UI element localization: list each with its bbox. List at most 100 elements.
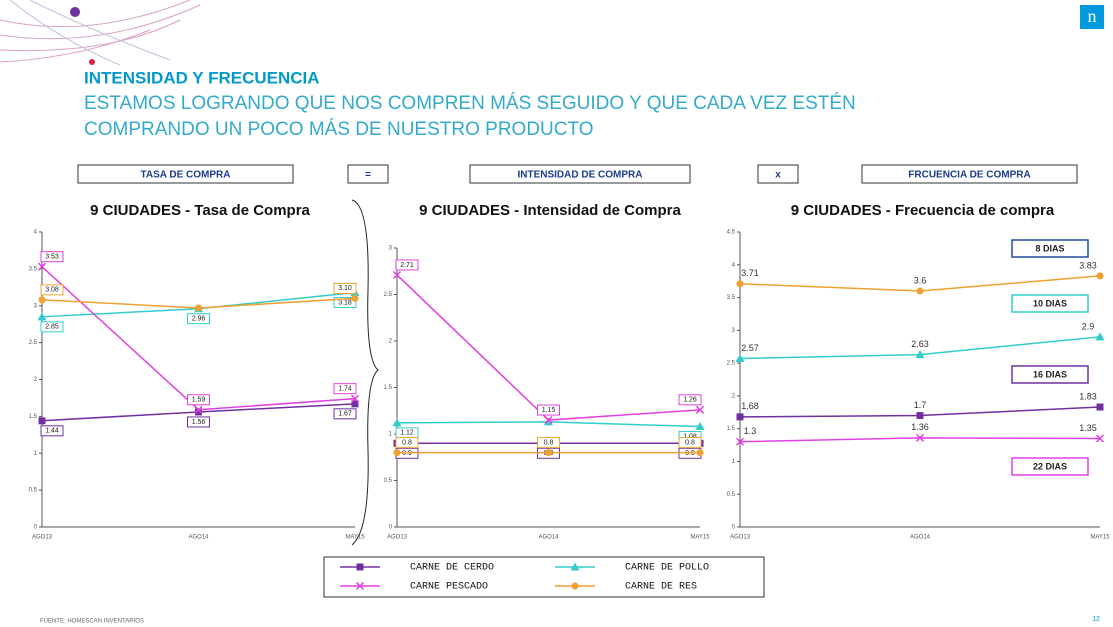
formula-box — [347, 164, 389, 184]
y-tick-label: 2.5 — [29, 340, 38, 346]
data-label: 0.8 — [685, 439, 695, 446]
data-label: 3.08 — [45, 287, 59, 294]
page-number: 12 — [1092, 616, 1100, 623]
label-box — [333, 408, 357, 420]
point — [1096, 272, 1104, 280]
formula-box — [77, 164, 294, 184]
point — [916, 412, 924, 420]
data-label: 1.83 — [1079, 391, 1097, 401]
decoration — [0, 0, 201, 66]
formula-text: FRCUENCIA DE COMPRA — [908, 170, 1030, 181]
annotation: 10 DIAS — [1033, 298, 1067, 308]
annotation: 22 DIAS — [1033, 461, 1067, 471]
label-box — [395, 259, 419, 271]
y-tick-label: 1 — [732, 459, 736, 465]
data-label: 0.8 — [402, 439, 412, 446]
legend-label: CARNE DE POLLO — [625, 563, 709, 574]
formula-box — [469, 164, 691, 184]
data-label: 3.6 — [914, 275, 927, 285]
y-tick-label: 3 — [389, 246, 393, 252]
label-box — [678, 394, 702, 406]
data-label: 1.15 — [542, 407, 556, 414]
label-box — [40, 321, 64, 333]
data-label: 1.35 — [1079, 423, 1097, 433]
y-tick-label: 0.5 — [29, 488, 38, 494]
point — [195, 408, 202, 416]
data-label: 2.63 — [911, 339, 929, 349]
y-tick-label: 4 — [34, 230, 38, 236]
y-tick-label: 0 — [34, 525, 38, 531]
point — [38, 296, 46, 304]
data-label: 1.68 — [741, 401, 759, 411]
annotation-box — [1011, 457, 1089, 476]
formula-box — [757, 164, 799, 184]
point — [1095, 332, 1105, 341]
legend-box — [323, 556, 765, 598]
y-tick-label: 0 — [389, 525, 393, 531]
annotation-box — [1011, 294, 1089, 313]
x-tick-label: MAY15 — [1090, 535, 1110, 541]
x-tick-label: AGO13 — [730, 535, 751, 541]
source-note: FUENTE: HOMESCAN INVENTARIOS — [40, 619, 144, 625]
y-tick-label: 3.5 — [29, 266, 38, 272]
data-label: 1.12 — [400, 430, 414, 437]
point — [915, 350, 925, 359]
data-label: 1.74 — [338, 386, 352, 393]
label-box — [395, 437, 419, 449]
legend-label: CARNE PESCADO — [410, 582, 488, 593]
annotation-box — [1011, 239, 1089, 258]
decoration-dot — [70, 7, 80, 17]
point — [696, 449, 704, 457]
y-tick-label: 2 — [389, 339, 393, 345]
label-box — [537, 437, 560, 449]
label-box — [187, 313, 210, 325]
data-label: 3.18 — [338, 299, 352, 306]
x-tick-label: AGO13 — [32, 535, 53, 541]
decoration-dot — [89, 59, 95, 65]
data-label: 1.26 — [683, 397, 697, 404]
point — [916, 287, 924, 295]
formula-text: INTENSIDAD DE COMPRA — [517, 170, 642, 181]
data-label: 2.9 — [1082, 321, 1095, 331]
annotation: 16 DIAS — [1033, 369, 1067, 379]
data-label: 1.67 — [338, 411, 352, 418]
slide-subtitle: COMPRANDO UN POCO MÁS DE NUESTRO PRODUCT… — [84, 119, 594, 140]
label-box — [40, 284, 64, 296]
slide-subtitle: ESTAMOS LOGRANDO QUE NOS COMPREN MÁS SEG… — [84, 93, 856, 114]
x-tick-label: MAY15 — [690, 535, 710, 541]
y-tick-label: 2 — [34, 377, 38, 383]
legend-marker — [570, 562, 580, 571]
point — [393, 449, 401, 457]
point — [736, 413, 744, 421]
data-label: 1.44 — [45, 428, 59, 435]
series-line — [41, 266, 356, 411]
data-label: 2.96 — [192, 316, 206, 323]
data-label: 3.53 — [45, 254, 59, 261]
data-label: 1.3 — [744, 426, 757, 436]
y-tick-label: 2.5 — [727, 361, 736, 367]
y-tick-label: 1 — [34, 451, 38, 457]
legend-label: CARNE DE CERDO — [410, 563, 494, 574]
y-tick-label: 0.5 — [384, 478, 393, 484]
label-box — [333, 383, 357, 395]
legend-marker — [571, 582, 579, 590]
point — [1096, 403, 1104, 411]
point — [194, 405, 203, 414]
point — [195, 304, 202, 312]
label-box — [333, 296, 357, 308]
chart-title: 9 CIUDADES - Intensidad de Compra — [419, 202, 681, 219]
data-label: 1.56 — [192, 419, 206, 426]
series-line — [396, 274, 701, 421]
point — [544, 417, 553, 426]
y-tick-label: 4.5 — [727, 230, 736, 236]
point — [544, 416, 553, 425]
data-label: 1.36 — [911, 422, 929, 432]
label-box — [333, 282, 357, 294]
point — [545, 449, 552, 457]
y-tick-label: 1 — [389, 432, 393, 438]
point — [392, 418, 402, 427]
y-tick-label: 0.5 — [727, 492, 736, 498]
point — [392, 270, 402, 280]
annotation: 8 DIAS — [1035, 243, 1064, 253]
